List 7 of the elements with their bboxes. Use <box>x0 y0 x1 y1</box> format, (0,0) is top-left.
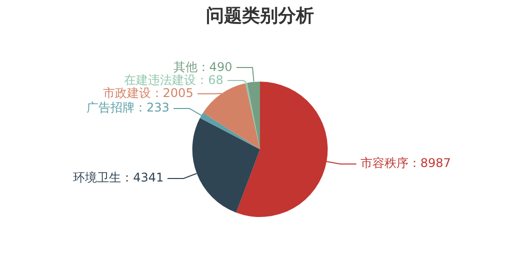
slice-label: 广告招牌：233 <box>86 100 170 114</box>
chart-title: 问题类别分析 <box>206 5 314 26</box>
slice-label: 市容秩序：8987 <box>360 156 451 170</box>
slice-label: 在建违法建设：68 <box>124 73 224 88</box>
slice-label: 其他：490 <box>173 60 232 74</box>
slice-label: 环境卫生：4341 <box>73 170 164 185</box>
slice-label: 市政建设：2005 <box>102 86 194 100</box>
